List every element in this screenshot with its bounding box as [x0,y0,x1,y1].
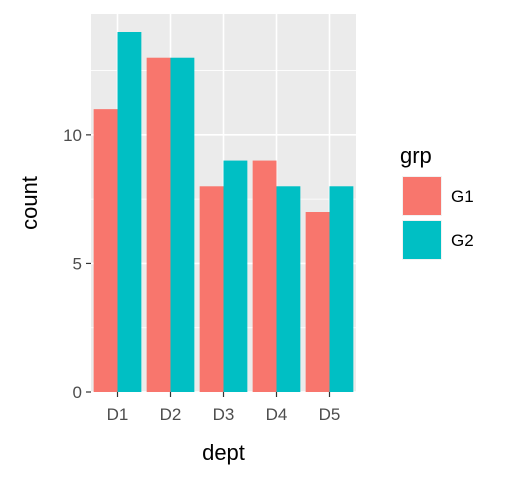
y-tick-label: 10 [63,126,82,145]
legend-label-g1: G1 [451,187,474,206]
legend-label-g2: G2 [451,231,474,250]
bar-g2-d1 [117,32,142,392]
legend-swatch-g2 [403,221,441,259]
bar-g1-d3 [199,186,224,392]
x-tick-label: D3 [213,405,235,424]
legend-title: grp [400,143,432,168]
bar-g2-d4 [276,186,301,392]
x-tick-label: D1 [107,405,129,424]
y-axis-title: count [17,176,42,230]
x-axis-title: dept [202,440,245,465]
bar-g1-d2 [146,57,171,392]
x-axis: D1 D2 D3 D4 D5 [107,392,341,424]
x-tick-label: D4 [266,405,288,424]
y-axis: 0 5 10 [63,126,91,402]
bars-group [93,32,354,393]
y-tick-label: 5 [73,254,82,273]
bar-g2-d3 [223,160,248,392]
legend: grp G1 G2 [400,143,474,260]
bar-g1-d1 [93,109,118,393]
bar-g1-d5 [305,212,330,392]
bar-g1-d4 [252,160,277,392]
x-tick-label: D2 [160,405,182,424]
bar-g2-d2 [170,57,195,392]
legend-swatch-g1 [403,177,441,215]
x-tick-label: D5 [319,405,341,424]
y-tick-label: 0 [73,383,82,402]
bar-g2-d5 [329,186,354,392]
